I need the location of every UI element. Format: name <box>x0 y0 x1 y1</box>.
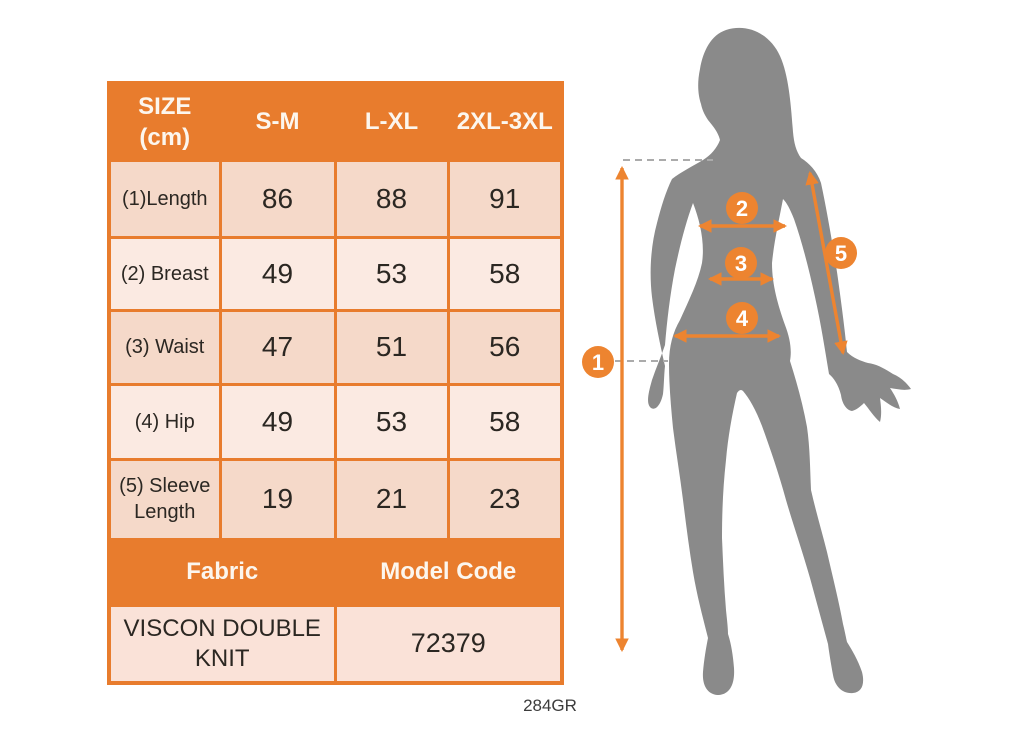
table-row-breast: (2) Breast 49 53 58 <box>107 235 564 312</box>
length-value-l-xl: 88 <box>333 158 450 239</box>
marker-5: 5 <box>825 237 857 269</box>
table-row-sleeve: (5) Sleeve Length 19 21 23 <box>107 457 564 541</box>
size-chart-table: SIZE (cm) S-M L-XL 2XL-3XL (1)Length 86 … <box>107 81 564 685</box>
breast-value-l-xl: 53 <box>333 235 450 312</box>
hip-value-l-xl: 53 <box>333 382 450 461</box>
hip-value-2xl-3xl: 58 <box>446 382 564 461</box>
length-value-s-m: 86 <box>218 158 337 239</box>
marker-2-number: 2 <box>736 196 748 221</box>
row-label-hip: (4) Hip <box>107 382 222 461</box>
breast-value-s-m: 49 <box>218 235 337 312</box>
marker-4-number: 4 <box>736 306 749 331</box>
marker-1-circle <box>582 346 614 378</box>
model-code-header: Model Code <box>333 537 564 607</box>
marker-1-number: 1 <box>592 350 604 375</box>
col-header-2xl-3xl: 2XL-3XL <box>446 81 564 162</box>
body-silhouette <box>648 27 911 696</box>
waist-value-2xl-3xl: 56 <box>446 308 564 386</box>
table-row-hip: (4) Hip 49 53 58 <box>107 382 564 461</box>
marker-4-circle <box>726 302 758 334</box>
table-row-waist: (3) Waist 47 51 56 <box>107 308 564 386</box>
row-label-waist: (3) Waist <box>107 308 222 386</box>
waist-value-s-m: 47 <box>218 308 337 386</box>
fabric-header: Fabric <box>107 537 337 607</box>
sleeve-measure-arrow <box>805 170 848 356</box>
marker-3: 3 <box>725 247 757 279</box>
product-code-footnote: 284GR <box>523 696 577 715</box>
info-header-row: Fabric Model Code <box>107 537 564 607</box>
sleeve-value-s-m: 19 <box>218 457 337 541</box>
row-label-length: (1)Length <box>107 158 222 239</box>
waist-value-l-xl: 51 <box>333 308 450 386</box>
fabric-value: VISCON DOUBLE KNIT <box>107 603 337 685</box>
marker-3-number: 3 <box>735 251 747 276</box>
sleeve-value-l-xl: 21 <box>333 457 450 541</box>
info-values-row: VISCON DOUBLE KNIT 72379 <box>107 603 564 685</box>
table-header-row: SIZE (cm) S-M L-XL 2XL-3XL <box>107 81 564 162</box>
length-value-2xl-3xl: 91 <box>446 158 564 239</box>
marker-2-circle <box>726 192 758 224</box>
row-label-breast: (2) Breast <box>107 235 222 312</box>
size-unit-header: SIZE (cm) <box>107 81 222 162</box>
col-header-l-xl: L-XL <box>333 81 450 162</box>
marker-5-number: 5 <box>835 241 847 266</box>
marker-2: 2 <box>726 192 758 224</box>
table-row-length: (1)Length 86 88 91 <box>107 158 564 239</box>
hip-value-s-m: 49 <box>218 382 337 461</box>
sleeve-value-2xl-3xl: 23 <box>446 457 564 541</box>
marker-1: 1 <box>582 346 614 378</box>
marker-4: 4 <box>726 302 758 334</box>
col-header-s-m: S-M <box>218 81 337 162</box>
model-code-value: 72379 <box>333 603 564 685</box>
measurement-diagram: 1 2 3 4 5 <box>582 27 911 696</box>
marker-3-circle <box>725 247 757 279</box>
row-label-sleeve: (5) Sleeve Length <box>107 457 222 541</box>
breast-value-2xl-3xl: 58 <box>446 235 564 312</box>
marker-5-circle <box>825 237 857 269</box>
